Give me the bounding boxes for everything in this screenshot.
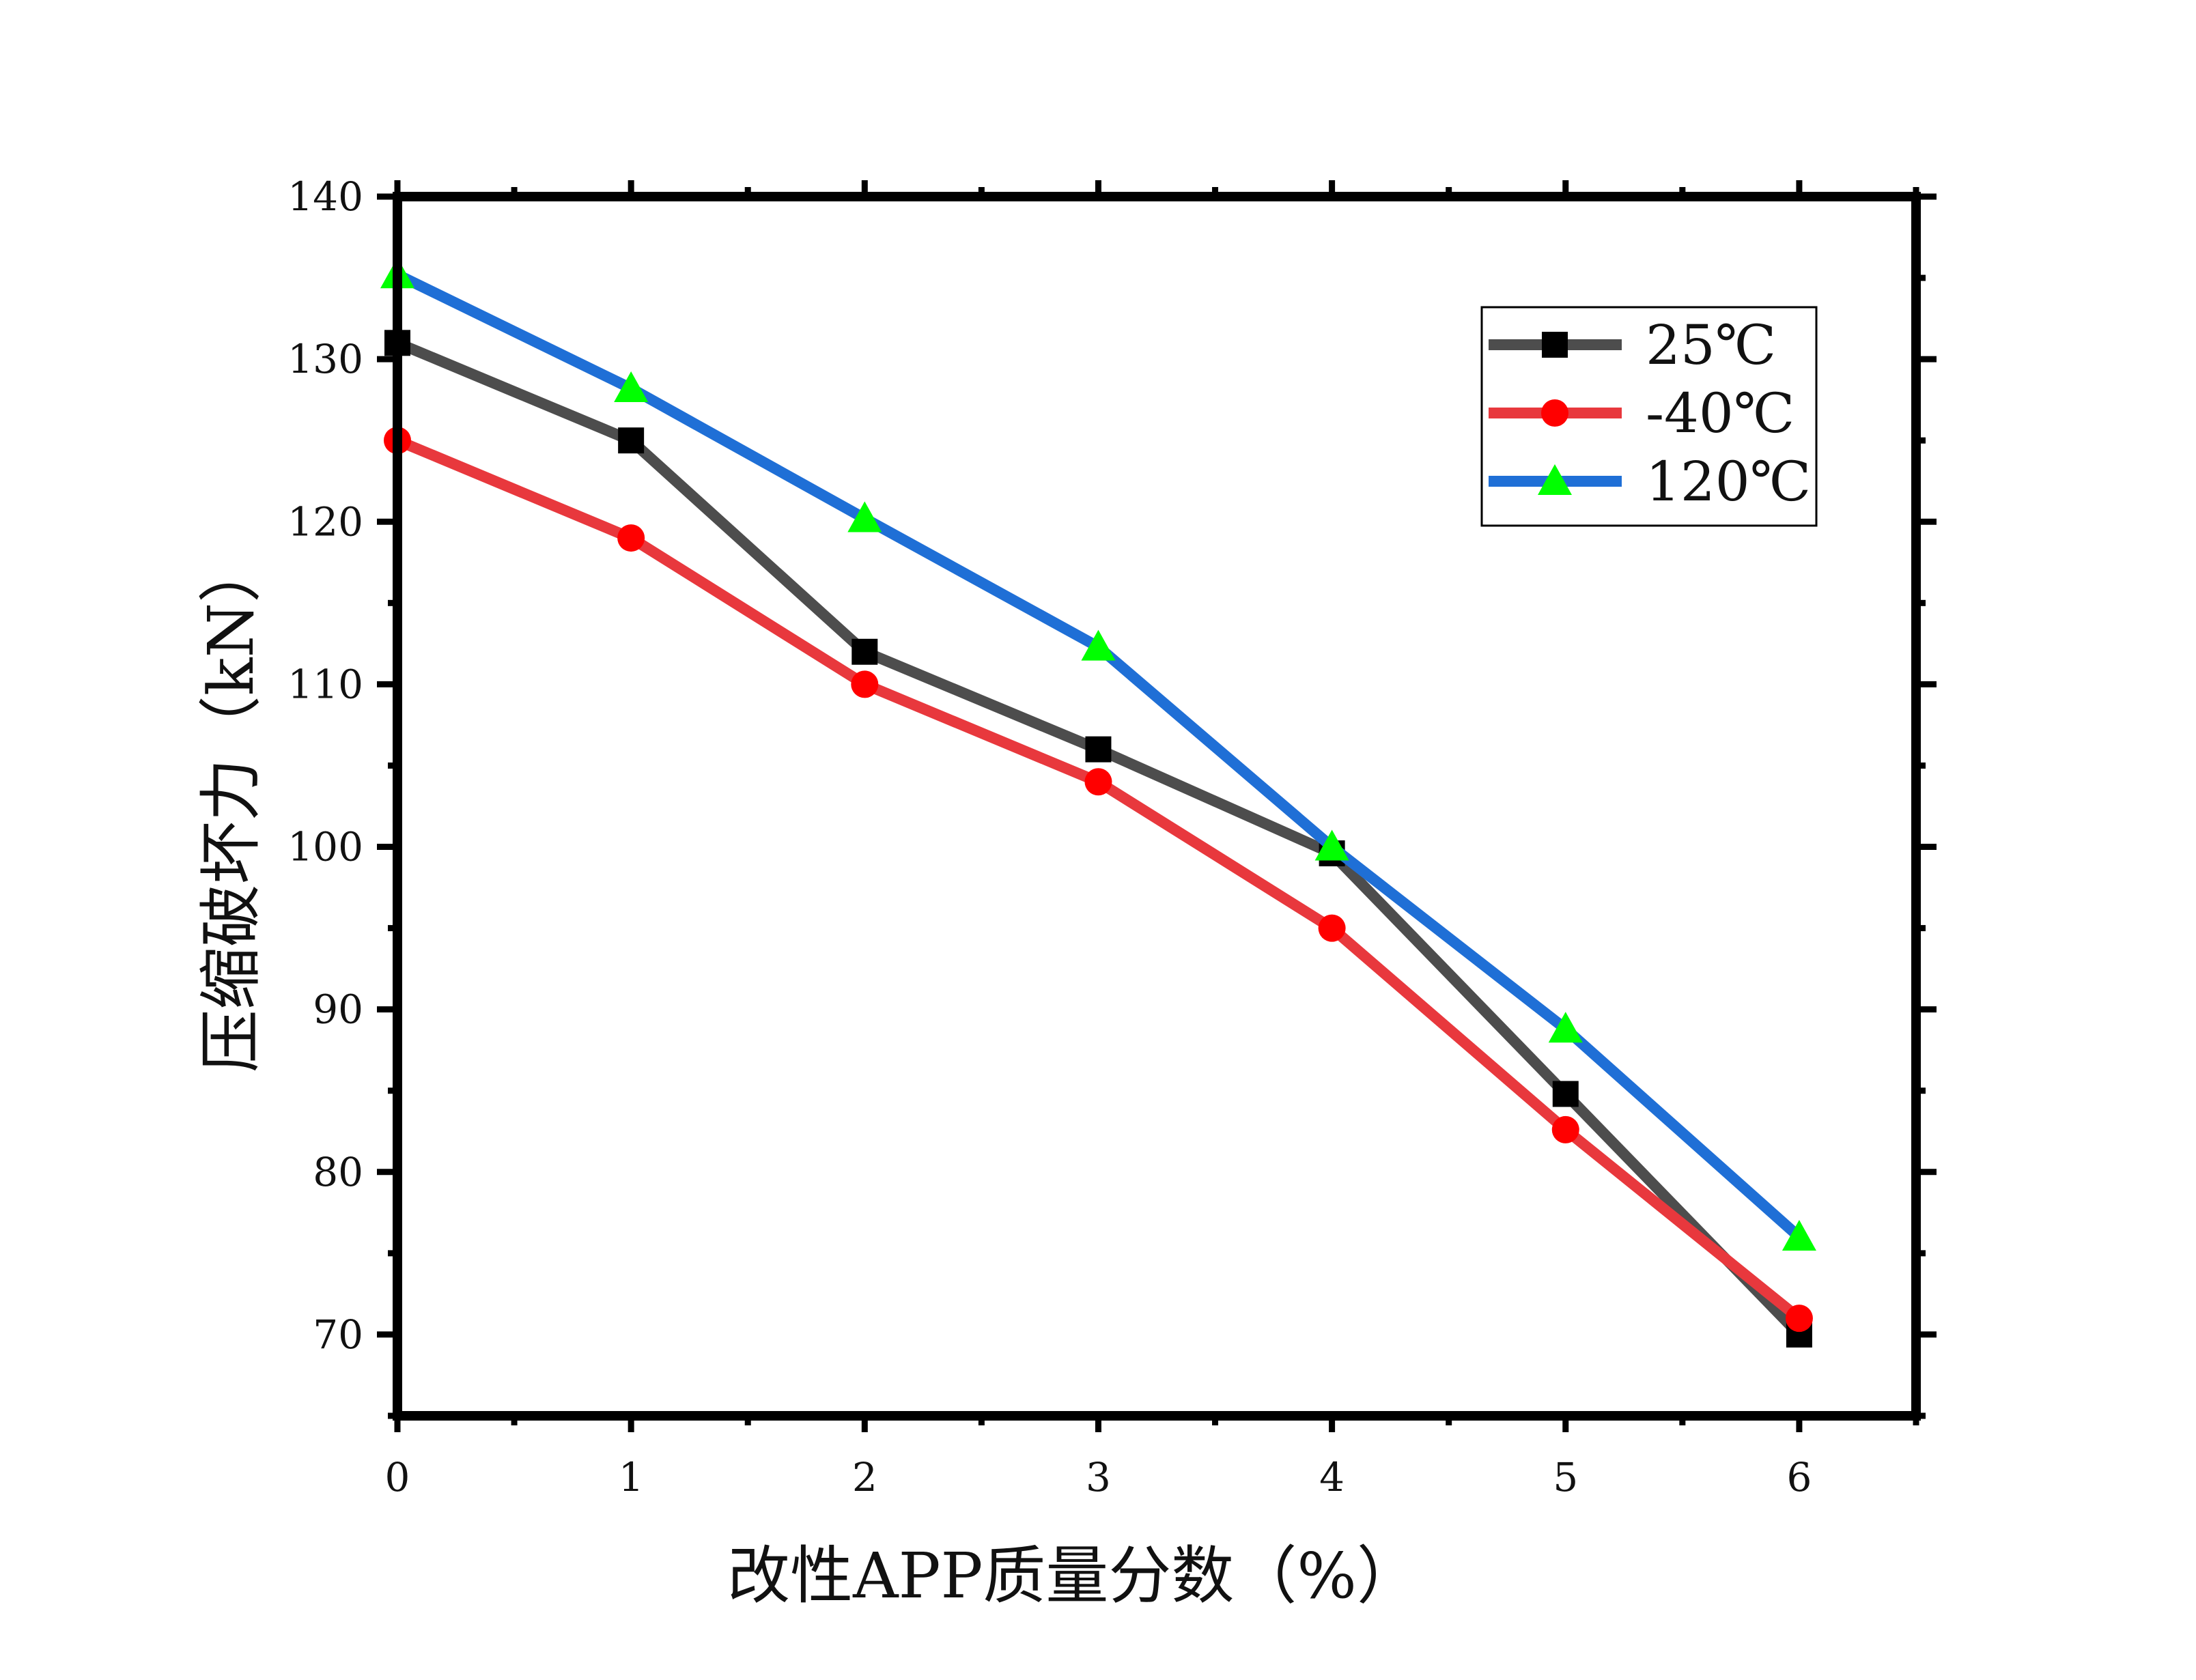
x-axis-title: 改性APP质量分数（%） <box>727 1539 1420 1612</box>
x-tick-label: 2 <box>852 1454 877 1500</box>
x-tick-label: 4 <box>1319 1454 1345 1500</box>
data-point <box>617 524 645 552</box>
data-point <box>1318 914 1346 942</box>
legend-marker <box>1542 332 1568 358</box>
y-tick-label: 90 <box>313 986 363 1033</box>
data-point <box>847 501 882 532</box>
x-tick-label: 1 <box>619 1454 644 1500</box>
data-point <box>1552 1081 1579 1107</box>
legend-marker <box>1541 399 1568 427</box>
x-tick-label: 3 <box>1086 1454 1111 1500</box>
y-tick-label: 110 <box>287 661 363 707</box>
y-tick-label: 70 <box>313 1311 363 1358</box>
data-point <box>1548 1012 1583 1043</box>
data-point <box>1782 1220 1816 1251</box>
y-tick-label: 80 <box>313 1149 363 1195</box>
x-tick-label: 6 <box>1786 1454 1812 1500</box>
x-tick-label: 5 <box>1553 1454 1578 1500</box>
data-point <box>1314 829 1349 861</box>
series-line <box>395 435 1803 1323</box>
legend-label: -40℃ <box>1646 382 1794 445</box>
y-tick-label: 100 <box>287 824 363 870</box>
data-point <box>1081 629 1116 661</box>
data-point <box>1551 1115 1579 1143</box>
y-axis-title: 压缩破坏力（kN） <box>195 540 268 1072</box>
data-point <box>1085 736 1112 763</box>
x-tick-label: 0 <box>385 1454 410 1500</box>
legend-label: 25℃ <box>1646 313 1776 377</box>
y-tick-label: 140 <box>287 173 363 220</box>
plot-frame <box>393 192 1921 1421</box>
series-1 <box>384 427 1813 1333</box>
data-point <box>1084 768 1112 796</box>
y-tick-label: 120 <box>287 498 363 545</box>
data-point <box>614 371 649 402</box>
legend-marker <box>1538 464 1572 495</box>
data-point <box>851 638 878 665</box>
data-point <box>1785 1305 1813 1333</box>
data-point <box>851 670 879 698</box>
y-tick-label: 130 <box>287 336 363 382</box>
tick-labels: 0 1 2 3 4 5 6 70 80 90 100 110 120 130 140 <box>287 173 1812 1500</box>
data-point <box>618 427 645 454</box>
legend-label: 120℃ <box>1646 450 1811 513</box>
